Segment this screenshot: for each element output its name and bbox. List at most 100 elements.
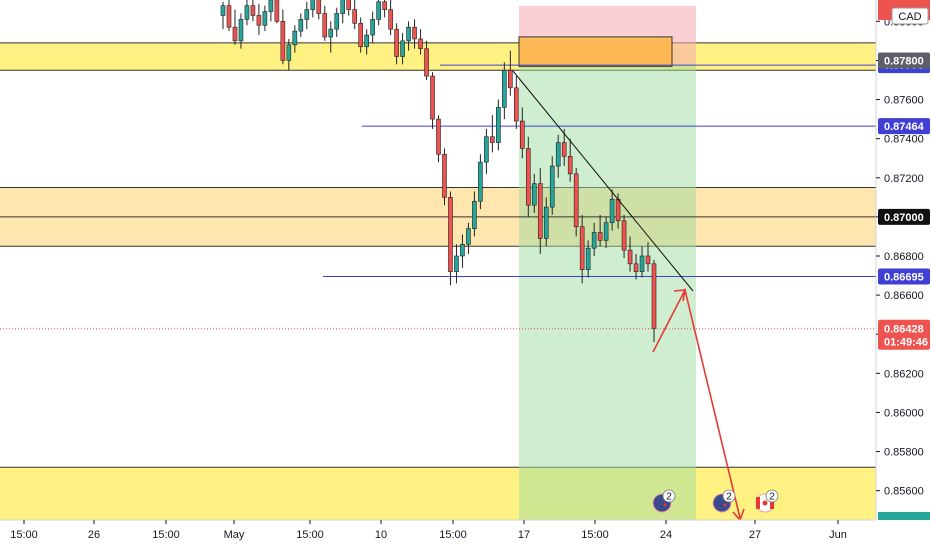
candle — [591, 222, 597, 256]
candle-body — [531, 183, 537, 206]
candle-body — [555, 142, 561, 167]
price-tick-label: 0.86200 — [884, 368, 924, 380]
demand-zone-bottom — [0, 467, 876, 520]
candle — [286, 38, 292, 71]
candle-body — [370, 19, 375, 36]
candle-body — [400, 40, 405, 57]
candle — [525, 136, 531, 217]
candle-body — [226, 5, 232, 28]
candle — [274, 0, 280, 24]
bottom-price-tag — [878, 512, 930, 520]
candle — [531, 173, 537, 213]
candle-body — [436, 118, 441, 155]
candle — [346, 0, 352, 16]
trendline[interactable] — [512, 70, 694, 292]
candle-body — [406, 26, 411, 42]
event-marker[interactable]: 2 — [755, 489, 779, 513]
candle — [424, 40, 429, 80]
candle — [238, 13, 244, 49]
candle-body — [472, 200, 477, 229]
nz-flag-star — [723, 503, 727, 507]
time-tick-label: 15:00 — [439, 529, 467, 541]
candle-body — [549, 165, 555, 208]
candle-body — [460, 243, 465, 257]
candle-body — [364, 34, 369, 48]
candle-body — [328, 28, 334, 38]
profit-zone[interactable] — [519, 64, 696, 529]
entry-box[interactable] — [518, 36, 673, 67]
candle — [394, 23, 399, 65]
level-tag-0.87000 — [878, 208, 930, 225]
candle — [573, 168, 579, 237]
time-tick-label: 26 — [88, 529, 100, 541]
nz-flag-star — [663, 503, 667, 507]
candle-body — [478, 161, 483, 202]
time-tick-label: 15:00 — [581, 529, 609, 541]
candle-body — [597, 232, 603, 241]
time-tick-label: 15:00 — [296, 529, 324, 541]
candle — [316, 0, 322, 20]
candle — [322, 5, 328, 41]
time-axis[interactable]: 15:00 26 15:00 May 15:00 10 15:00 17 15:00 24 27 Ju… — [0, 519, 932, 550]
candle-body — [448, 197, 453, 272]
candle — [597, 214, 603, 247]
candle — [502, 62, 507, 120]
candle — [418, 29, 423, 55]
ca-flag-leaf — [762, 500, 768, 506]
candle — [585, 240, 591, 278]
candle-body — [244, 5, 250, 20]
candle-body — [352, 9, 357, 24]
candle-body — [304, 9, 310, 20]
events-layer[interactable]: 2 2 2 — [652, 489, 779, 513]
arrow-head-up — [673, 289, 686, 302]
candle-body — [412, 26, 417, 40]
position-tool[interactable] — [518, 5, 696, 529]
candle — [561, 128, 567, 167]
candle-body — [525, 148, 531, 206]
candle-body — [394, 28, 399, 57]
time-tick-label: 15:00 — [10, 529, 38, 541]
event-count-badge — [765, 489, 779, 503]
candle — [406, 21, 411, 51]
price-tick-label: 0.87400 — [884, 134, 924, 146]
candle — [508, 50, 513, 96]
candle-body — [621, 220, 627, 251]
candle — [262, 5, 268, 32]
candle — [226, 0, 232, 32]
price-tick-label: 0.86600 — [884, 290, 924, 302]
candle — [400, 33, 405, 65]
price-axis[interactable]: 0.880000.878000.876000.874000.872000.870… — [875, 0, 932, 550]
candle — [549, 156, 555, 215]
currency-badge-label: CAD — [898, 11, 921, 23]
level-tag-label: 0.87464 — [884, 121, 925, 133]
candle-body — [651, 263, 657, 329]
candle — [430, 72, 435, 129]
time-tick-label: 24 — [660, 529, 672, 541]
candle-body — [514, 87, 519, 122]
candle — [609, 189, 615, 231]
candle — [328, 21, 334, 53]
candle — [496, 99, 501, 151]
candle-body — [573, 173, 579, 227]
level-tag-0.87800 — [878, 52, 930, 69]
candle — [232, 9, 238, 45]
candle — [298, 13, 304, 37]
time-tick-label: 15:00 — [152, 529, 180, 541]
currency-badge[interactable] — [891, 7, 929, 25]
candle — [460, 234, 465, 268]
event-count: 2 — [726, 492, 732, 503]
candle-body — [591, 232, 597, 249]
time-tick-label: May — [224, 529, 245, 541]
event-marker[interactable]: 2 — [652, 489, 676, 513]
level-tag-label: 0.87800 — [884, 55, 924, 67]
candle-body — [520, 120, 525, 149]
candle — [292, 25, 298, 53]
candle-body — [346, 0, 352, 10]
event-marker[interactable]: 2 — [712, 489, 736, 513]
time-tick-label: 17 — [518, 529, 530, 541]
candle-body — [286, 44, 292, 61]
candle — [484, 128, 489, 174]
candle-body — [334, 13, 340, 30]
